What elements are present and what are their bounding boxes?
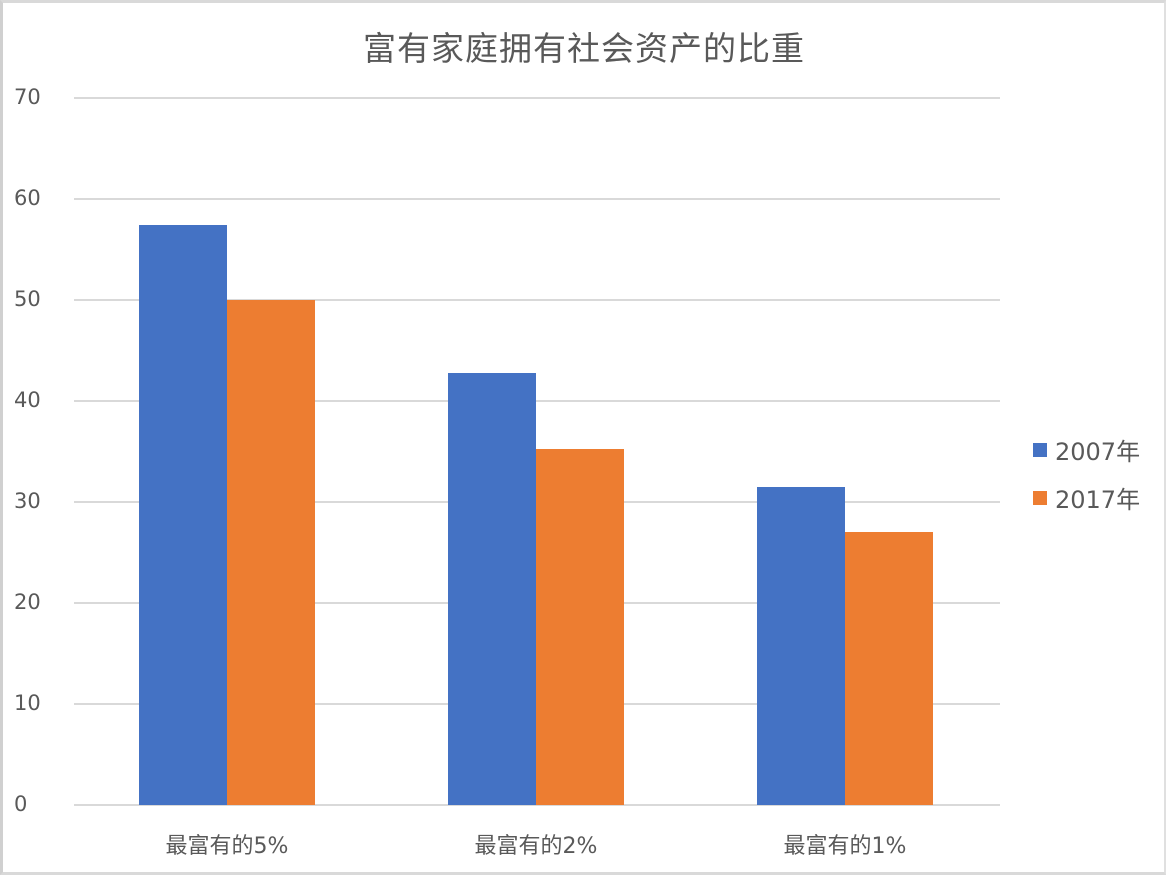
y-axis-tick: 20	[14, 590, 41, 614]
bar-2007年-最富有的2%	[448, 372, 536, 805]
gridline	[74, 400, 1000, 402]
y-axis-tick: 70	[14, 85, 41, 109]
legend-swatch-2017-icon	[1033, 490, 1047, 505]
x-axis-label: 最富有的2%	[474, 834, 598, 859]
bar-2007年-最富有的5%	[139, 225, 227, 805]
chart-title: 富有家庭拥有社会资产的比重	[363, 29, 805, 68]
bar-2017年-最富有的2%	[536, 449, 624, 805]
legend-label: 2007年	[1055, 438, 1141, 466]
gridline	[74, 97, 1000, 99]
gridline	[74, 299, 1000, 301]
y-axis-tick: 50	[14, 287, 41, 311]
legend-item-2017: 2017年	[1033, 480, 1140, 515]
y-axis-tick: 30	[14, 489, 41, 513]
legend-item-2007: 2007年	[1033, 432, 1140, 467]
legend-label: 2017年	[1055, 486, 1141, 514]
bar-2007年-最富有的1%	[757, 486, 845, 805]
y-axis-tick: 0	[14, 792, 28, 816]
y-axis-tick: 40	[14, 388, 41, 412]
gridline	[74, 198, 1000, 200]
y-axis-tick: 10	[14, 691, 41, 715]
x-axis-label: 最富有的5%	[165, 834, 289, 859]
bar-2017年-最富有的5%	[227, 300, 315, 805]
bar-2017年-最富有的1%	[845, 532, 933, 805]
legend-swatch-2007-icon	[1033, 442, 1047, 457]
gridline	[74, 804, 1000, 806]
y-axis-tick: 60	[14, 186, 41, 210]
x-axis-label: 最富有的1%	[783, 834, 907, 859]
